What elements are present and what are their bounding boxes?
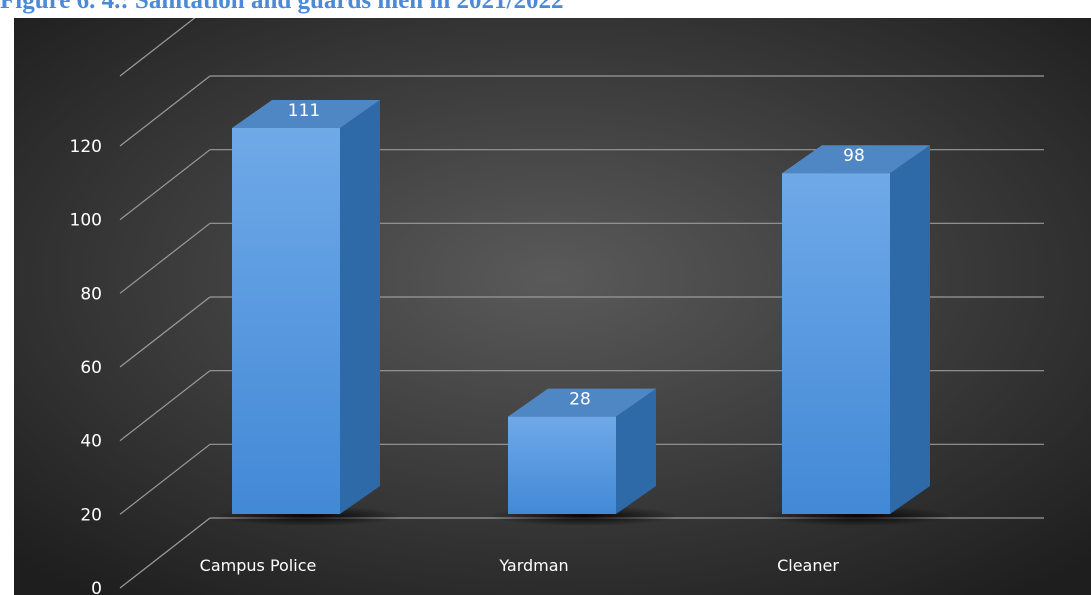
bar-chart: 0 20 40 60 80 100 120 111 28 98 Campus Police Yar… [14, 18, 1091, 595]
chart-svg: 0 20 40 60 80 100 120 111 28 98 Campus Police Yar… [14, 18, 1091, 595]
y-tick-label: 0 [91, 579, 102, 595]
x-category-label: Cleaner [777, 556, 839, 575]
bar-front [508, 417, 616, 514]
y-tick-label: 40 [80, 432, 102, 452]
y-tick-label: 80 [80, 284, 102, 304]
bar-side [340, 100, 380, 514]
figure-caption: Figure 6. 4.: Sanitation and guards men … [0, 0, 1091, 14]
bar-side [890, 145, 930, 514]
y-tick-label: 60 [80, 358, 102, 378]
x-category-label: Yardman [498, 556, 568, 575]
data-label: 111 [288, 101, 320, 121]
x-category-label: Campus Police [200, 556, 317, 575]
data-label: 98 [843, 146, 865, 166]
y-tick-label: 100 [70, 211, 102, 231]
bar-campus-police: 111 [214, 100, 402, 526]
y-tick-label: 120 [70, 137, 102, 157]
bar-front [782, 173, 890, 514]
y-tick-label: 20 [80, 505, 102, 525]
data-label: 28 [569, 390, 591, 410]
bar-front [232, 128, 340, 514]
bar-cleaner: 98 [764, 145, 952, 526]
